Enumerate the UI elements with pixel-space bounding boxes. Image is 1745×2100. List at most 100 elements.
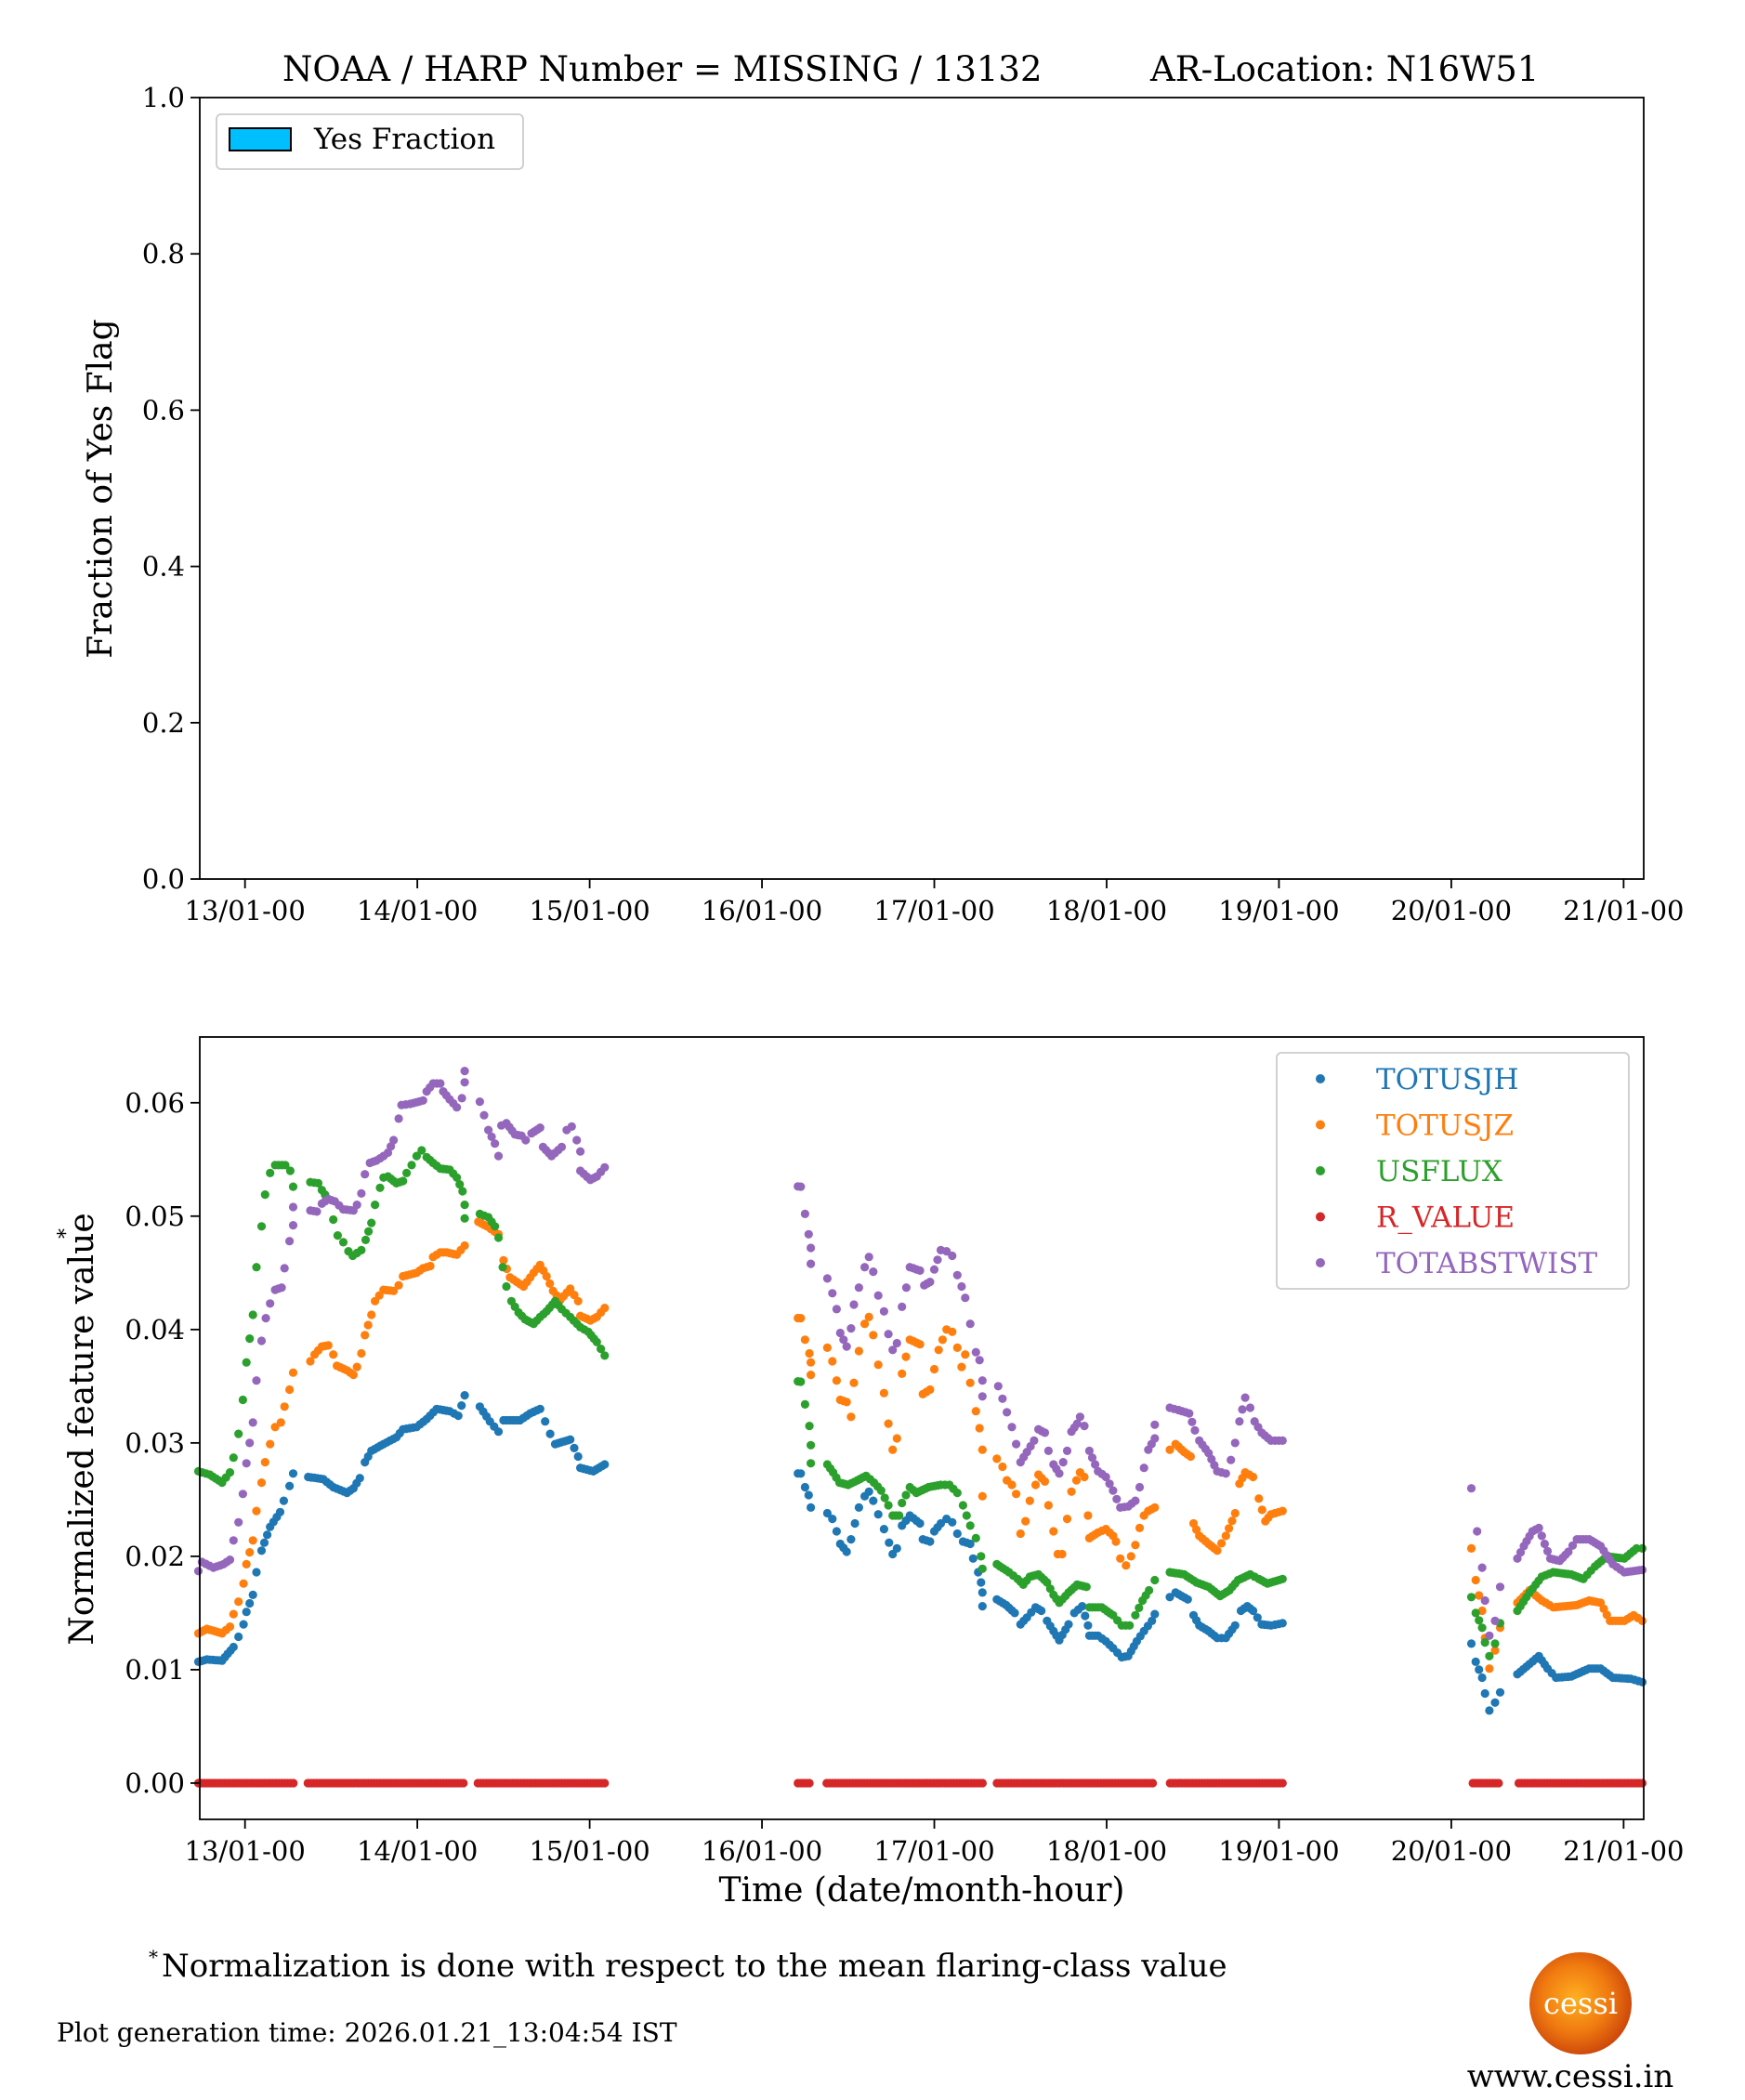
data-point [800,1335,810,1345]
legend-bottom: TOTUSJH TOTUSJZ USFLUX R_VALUE TOTABSTWIST [1276,1052,1630,1290]
data-point [915,1340,925,1349]
data-point [1637,1616,1647,1625]
data-point [364,1227,374,1236]
data-point [849,1378,859,1387]
data-point [475,1097,484,1107]
data-point [1126,1552,1135,1561]
data-point [289,1778,298,1788]
data-point [876,1486,886,1495]
data-point [541,1417,550,1426]
data-point [1016,1529,1025,1539]
data-point [839,1335,848,1345]
footnote: * Normalization is done with respect to t… [149,1946,1227,1985]
data-point [1568,1541,1578,1550]
data-point [1495,1582,1505,1592]
data-point [1637,1543,1647,1553]
data-point [948,1251,957,1261]
data-point [256,1546,267,1555]
data-point [375,1183,385,1192]
data-point [1012,1490,1021,1499]
data-point [952,1343,962,1352]
data-point [1007,1480,1017,1490]
data-point [1217,1539,1227,1548]
data-point [394,1114,403,1123]
data-point [276,1418,285,1427]
data-point [1064,1620,1073,1629]
data-point [288,1221,298,1230]
data-point [1148,1616,1157,1625]
y-tick-label: 0.05 [125,1201,185,1232]
data-point [998,1394,1007,1403]
data-point [1278,1619,1287,1628]
data-point [252,1568,261,1577]
data-point [498,1263,507,1272]
legend-label-totusjh: TOTUSJH [1376,1063,1519,1096]
data-point [1183,1595,1192,1604]
legend-label-totusjz: TOTUSJZ [1376,1109,1514,1143]
data-point [884,1330,893,1339]
data-point [1235,1417,1244,1426]
data-point [828,1289,837,1298]
data-point [266,1168,275,1177]
data-point [355,1474,364,1483]
data-point [329,1350,338,1359]
data-point [557,1142,567,1151]
data-point [245,1334,255,1344]
bottom-y-axis-label: Normalized feature value * [55,1213,101,1645]
data-point [229,1536,238,1545]
data-point [357,1245,366,1254]
data-point [1227,1516,1237,1526]
data-point [854,1346,864,1356]
data-point [248,1590,257,1599]
data-point [965,1539,975,1549]
data-point [455,1180,465,1189]
data-point [263,1530,272,1540]
data-point [965,1521,975,1530]
data-point [1637,1677,1647,1687]
data-point [804,1229,813,1239]
data-point [1101,1472,1110,1482]
data-point [1072,1419,1082,1428]
data-point [1049,1527,1058,1536]
data-point [901,1490,911,1500]
data-point [846,1324,856,1333]
data-point [1131,1610,1140,1620]
data-point [239,1579,248,1588]
data-point [1227,1455,1236,1464]
data-point [261,1314,270,1323]
data-point [1145,1585,1154,1595]
data-point [850,1518,859,1529]
data-point [542,1271,551,1281]
data-point [260,1190,269,1200]
legend-label-usflux: USFLUX [1376,1155,1502,1188]
data-point [458,1187,467,1196]
data-point [942,1247,951,1256]
data-point [892,1338,901,1348]
data-point [842,1398,851,1407]
data-point [1245,1403,1255,1412]
data-point [1083,1621,1093,1630]
data-point [1139,1463,1148,1473]
data-point [1083,1511,1093,1520]
data-point [1257,1505,1266,1515]
data-point [545,1429,555,1438]
data-point [977,1564,987,1573]
data-point [934,1345,943,1355]
data-point [873,1291,883,1300]
data-point [280,1402,289,1411]
cessi-logo: cessi [1529,1952,1632,2054]
data-point [453,1173,462,1182]
data-point [238,1490,247,1499]
data-point [1122,1561,1131,1570]
website-link[interactable]: www.cessi.in [1467,2058,1674,2095]
data-point [256,1336,267,1345]
data-point [800,1482,810,1492]
data-point [193,1567,203,1576]
bottom-y-axis-label-text: Normalized feature value [63,1213,101,1645]
data-point [1471,1657,1480,1666]
data-point [961,1350,970,1359]
data-point [600,1351,610,1360]
data-point [873,1510,883,1519]
data-point [242,1559,251,1568]
